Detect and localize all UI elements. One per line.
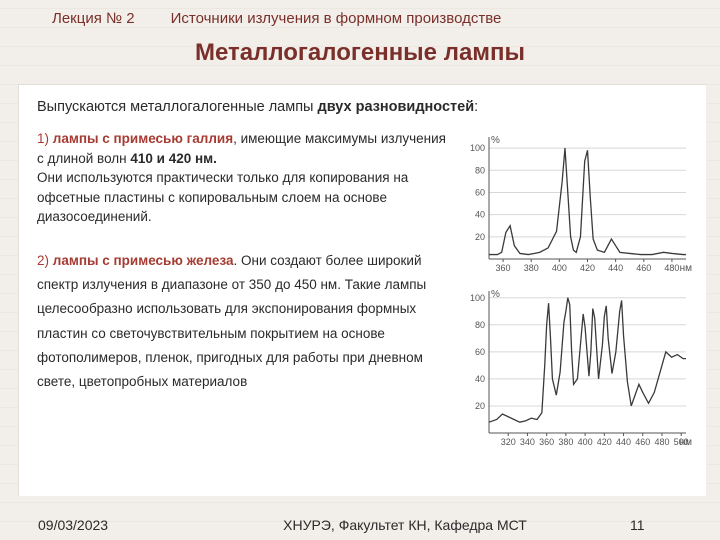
intro-suffix: : — [474, 99, 478, 115]
footer-org: ХНУРЭ, Факультет КН, Кафедра МСТ — [200, 517, 610, 535]
svg-text:20: 20 — [475, 401, 485, 411]
svg-text:20: 20 — [475, 232, 485, 242]
svg-text:400: 400 — [552, 263, 567, 273]
footer: 09/03/2023 ХНУРЭ, Факультет КН, Кафедра … — [0, 517, 720, 535]
svg-text:60: 60 — [475, 187, 485, 197]
svg-text:320: 320 — [501, 437, 516, 447]
p1-num: 1) — [37, 131, 49, 146]
svg-text:480: 480 — [654, 437, 669, 447]
lecture-number: Лекция № 2 — [52, 10, 135, 27]
p2-num: 2) — [37, 253, 49, 268]
svg-text:420: 420 — [597, 437, 612, 447]
svg-text:360: 360 — [539, 437, 554, 447]
svg-text:420: 420 — [580, 263, 595, 273]
svg-text:80: 80 — [475, 320, 485, 330]
p1-tail2: Они используются практически только для … — [37, 170, 408, 224]
footer-date: 09/03/2023 — [0, 517, 200, 535]
content-panel: Выпускаются металлогалогенные лампы двух… — [18, 84, 706, 496]
spectrum-chart-iron: 2040608010032034036038040042044046048050… — [461, 283, 696, 453]
svg-text:380: 380 — [558, 437, 573, 447]
svg-text:%: % — [491, 289, 500, 300]
intro-text: Выпускаются металлогалогенные лампы двух… — [37, 99, 696, 115]
text-column: 1) лампы с примесью галлия, имеющие макс… — [37, 129, 453, 453]
p1-bold: 410 и 420 нм. — [130, 151, 217, 166]
svg-text:40: 40 — [475, 210, 485, 220]
intro-prefix: Выпускаются металлогалогенные лампы — [37, 99, 318, 115]
svg-text:80: 80 — [475, 165, 485, 175]
svg-text:60: 60 — [475, 347, 485, 357]
svg-text:460: 460 — [635, 437, 650, 447]
paragraph-1: 1) лампы с примесью галлия, имеющие макс… — [37, 129, 453, 227]
p1-red: лампы с примесью галлия — [49, 131, 233, 146]
page-title: Металлогалогенные лампы — [0, 31, 720, 77]
svg-text:40: 40 — [475, 374, 485, 384]
footer-page: 11 — [610, 517, 720, 535]
svg-text:440: 440 — [616, 437, 631, 447]
svg-text:440: 440 — [608, 263, 623, 273]
svg-text:360: 360 — [496, 263, 511, 273]
svg-text:400: 400 — [578, 437, 593, 447]
spectrum-chart-gallium: 20 40 60 80 100 360 380 400 420 440 460 480% нм — [461, 129, 696, 279]
p2-tail: . Они создают более широкий спектр излуч… — [37, 253, 426, 389]
lecture-topic: Источники излучения в формном производст… — [171, 10, 502, 27]
svg-text:нм: нм — [680, 263, 693, 274]
svg-text:%: % — [491, 135, 500, 146]
svg-text:480: 480 — [664, 263, 679, 273]
intro-bold: двух разновидностей — [318, 99, 475, 115]
svg-text:нм: нм — [680, 437, 693, 448]
charts-column: 20 40 60 80 100 360 380 400 420 440 460 480% нм 20 40… — [461, 129, 696, 453]
svg-text:460: 460 — [636, 263, 651, 273]
paragraph-2: 2) лампы с примесью железа. Они создают … — [37, 249, 453, 395]
svg-text:100: 100 — [470, 143, 485, 153]
svg-text:100: 100 — [470, 293, 485, 303]
p2-red: лампы с примесью железа — [49, 253, 233, 268]
svg-text:340: 340 — [520, 437, 535, 447]
svg-text:380: 380 — [524, 263, 539, 273]
